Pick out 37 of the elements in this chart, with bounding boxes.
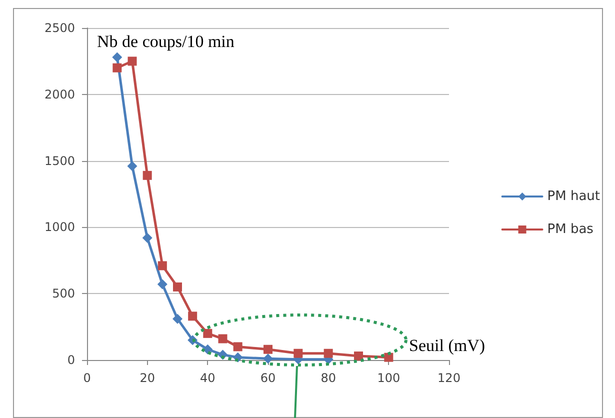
x-tick-label: 60 xyxy=(260,371,276,385)
x-tick-label: 40 xyxy=(200,371,216,385)
point xyxy=(142,170,152,180)
point xyxy=(384,352,394,362)
legend-label: PM bas xyxy=(547,222,594,237)
point xyxy=(188,312,198,321)
point xyxy=(112,63,122,72)
point xyxy=(157,279,168,290)
point xyxy=(112,52,122,62)
x-tick-label: 0 xyxy=(83,371,91,385)
point xyxy=(324,348,333,358)
x-tick-label: 80 xyxy=(320,371,336,385)
point xyxy=(128,56,137,66)
y-tick-label: 2000 xyxy=(44,87,75,102)
x-axis-title: Seuil (mV) xyxy=(409,336,486,355)
point xyxy=(142,232,152,243)
point xyxy=(203,328,212,338)
y-axis-title: Nb de coups/10 min xyxy=(97,32,235,51)
y-tick-label: 1500 xyxy=(44,154,75,168)
x-tick-label: 120 xyxy=(438,371,460,385)
point xyxy=(354,352,363,361)
point xyxy=(263,354,273,364)
legend-label: PM haut xyxy=(547,189,600,204)
point xyxy=(172,314,182,324)
point xyxy=(294,348,303,358)
point xyxy=(264,344,272,354)
y-tick-label: 500 xyxy=(52,286,75,301)
point xyxy=(158,261,167,270)
y-tick-label: 2500 xyxy=(44,21,75,35)
x-tick-label: 20 xyxy=(140,371,155,385)
y-tick-label: 1000 xyxy=(44,220,75,234)
y-tick-label: 0 xyxy=(67,353,75,367)
point xyxy=(173,282,182,292)
point xyxy=(127,161,138,172)
point xyxy=(218,334,228,344)
point xyxy=(233,342,242,352)
x-tick-label: 100 xyxy=(377,371,400,385)
